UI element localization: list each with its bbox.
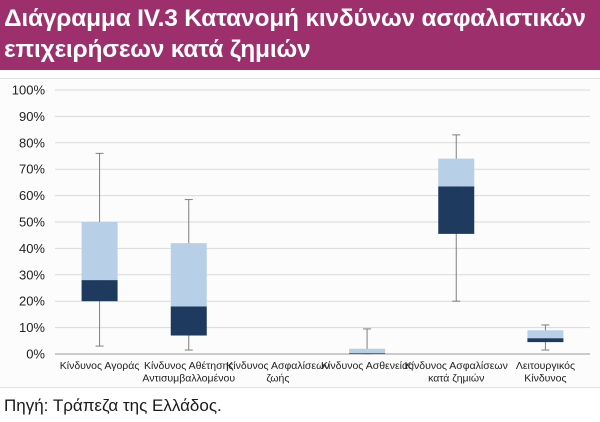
box-upper-median-q3 <box>170 243 207 307</box>
box-upper-median-q3 <box>527 330 564 339</box>
x-category-label: Κίνδυνος Αγοράς <box>60 360 140 372</box>
box-upper-median-q3 <box>438 158 475 187</box>
chart-title-line-2: επιχειρήσεων κατά ζημιών <box>4 36 311 63</box>
box-lower-q1-median <box>527 338 564 343</box>
y-tick-label: 40% <box>19 241 45 256</box>
box-lower-q1-median <box>81 280 118 302</box>
box-lower-q1-median <box>349 353 386 354</box>
y-tick-label: 60% <box>19 188 45 203</box>
y-tick-label: 50% <box>19 215 45 230</box>
y-tick-label: 10% <box>19 320 45 335</box>
y-tick-label: 0% <box>26 347 45 362</box>
chart-title-line-1: Διάγραμμα IV.3 Κατανομή κινδύνων ασφαλισ… <box>4 5 586 32</box>
box-lower-q1-median <box>170 306 207 336</box>
source-note: Πηγή: Τράπεζα της Ελλάδος. <box>4 396 222 415</box>
box-upper-median-q3 <box>81 222 118 281</box>
y-tick-label: 90% <box>19 109 45 124</box>
box-plot-chart: 0% 10% 20% 30% 40% 50% 60% 70% 80% 90% 100% Κίνδυνο… <box>12 83 590 385</box>
x-category-label: Κίνδυνος Αθέτησης <box>144 360 234 372</box>
y-tick-label: 20% <box>19 294 45 309</box>
x-category-label: Αντισυμβαλλομένου <box>142 373 235 385</box>
x-category-label: Κίνδυνος Ασφαλίσεων <box>405 360 508 372</box>
title-banner: Διάγραμμα IV.3 Κατανομή κινδύνων ασφαλισ… <box>0 0 600 70</box>
x-category-label: κατά ζημιών <box>428 373 484 385</box>
box-upper-median-q3 <box>349 348 386 354</box>
y-tick-label: 80% <box>19 135 45 150</box>
x-category-label: Κίνδυνος Ασθενείας <box>321 360 413 372</box>
box-lower-q1-median <box>438 186 475 234</box>
x-category-label: Λειτουργικός <box>516 360 575 372</box>
y-tick-label: 70% <box>19 162 45 177</box>
x-category-label: Κίνδυνος Ασφαλίσεων <box>226 360 329 372</box>
x-category-label: Κίνδυνος <box>524 373 566 385</box>
y-tick-label: 100% <box>12 83 46 98</box>
y-tick-label: 30% <box>19 267 45 282</box>
x-category-label: ζωής <box>266 373 289 385</box>
